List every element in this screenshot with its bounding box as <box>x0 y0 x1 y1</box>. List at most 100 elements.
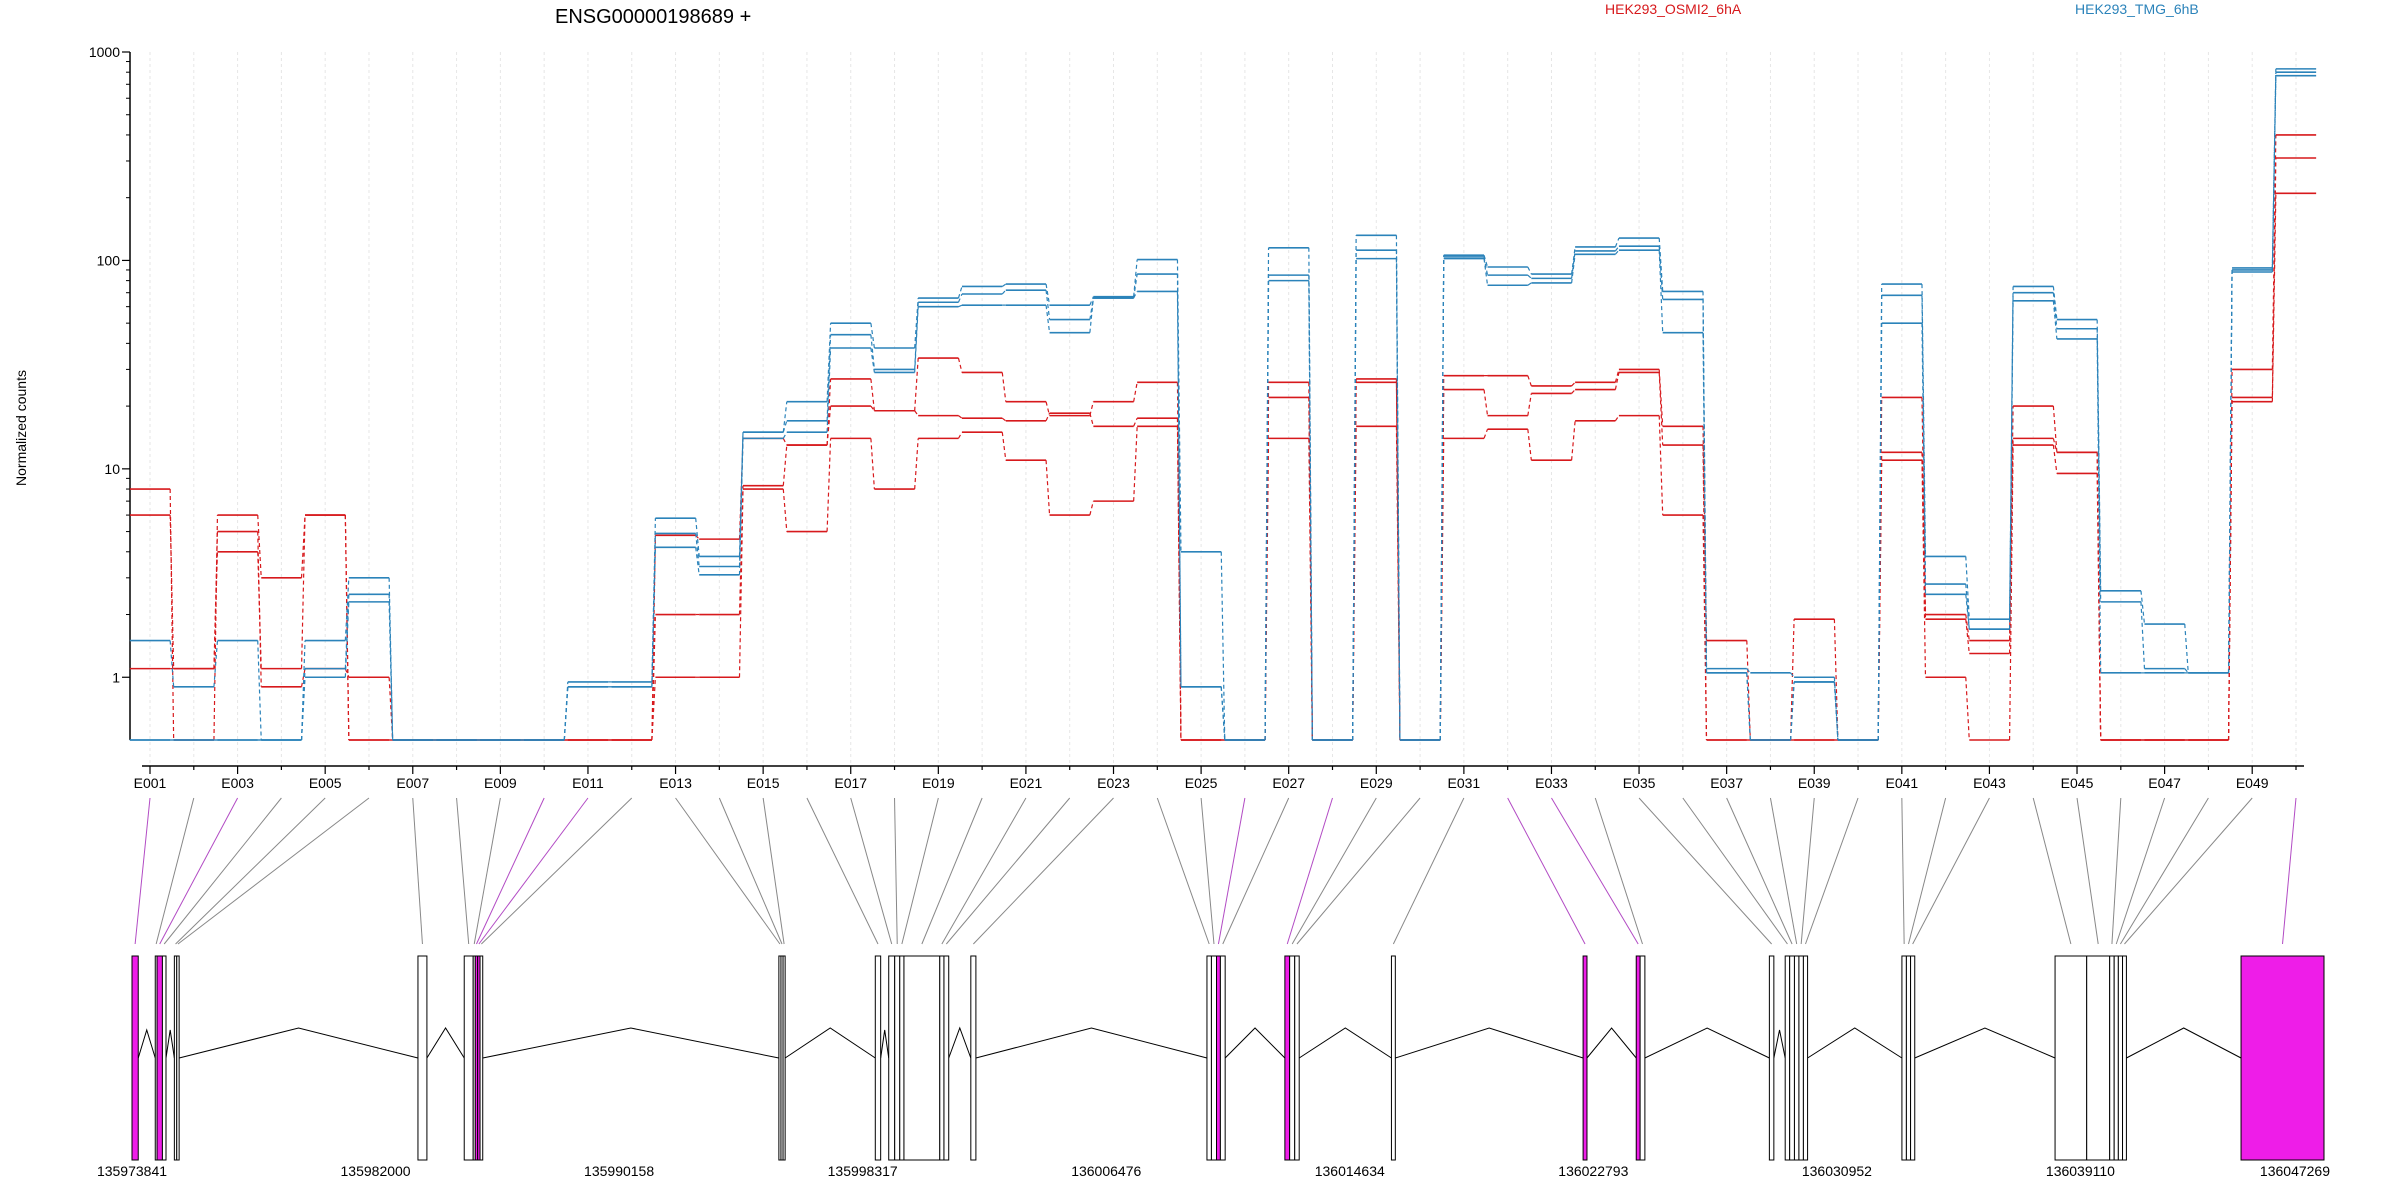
exon-connector-e004 <box>163 797 282 945</box>
exon-box-e006 <box>176 955 180 1161</box>
exon-connector-e024 <box>1156 797 1210 945</box>
exon-box-e039 <box>1798 955 1804 1161</box>
x-axis: E001 E003 E005 E007 E009 E011 E013 E015 E017 E019… <box>134 765 2304 791</box>
exon-box-e048 <box>2117 955 2124 1161</box>
x-tick-label-e001: E001 <box>134 775 167 791</box>
exon-connector-e021 <box>941 797 1027 945</box>
x-tick-label-e049: E049 <box>2236 775 2269 791</box>
genomic-tick-label: 135990158 <box>584 1163 654 1179</box>
exon-box-e027 <box>1219 955 1226 1161</box>
x-tick-label-e027: E027 <box>1272 775 1305 791</box>
chart-title: ENSG00000198689 + <box>555 6 751 28</box>
exon-box-e023 <box>970 955 977 1161</box>
exon-connector-e027 <box>1222 797 1290 945</box>
exon-box-e028 <box>1284 955 1291 1161</box>
x-tick-label-e017: E017 <box>834 775 867 791</box>
exon-connector-e040 <box>1805 797 1859 945</box>
exon-box-e003 <box>156 955 163 1161</box>
exon-connector-e022 <box>945 797 1071 945</box>
y-tick-label: 100 <box>97 252 121 268</box>
intron-16 <box>880 1029 890 1059</box>
intron-32 <box>1586 1027 1637 1059</box>
gene-model <box>131 955 2325 1161</box>
x-tick-label-e035: E035 <box>1623 775 1656 791</box>
x-tick-label-e015: E015 <box>747 775 780 791</box>
genomic-tick-label: 135998317 <box>828 1163 898 1179</box>
series-3 <box>129 68 2317 741</box>
exon-connector-e006 <box>177 797 370 945</box>
exon-box-e008 <box>463 955 474 1161</box>
exon-connector-e030 <box>1296 797 1421 945</box>
exon-box-e012 <box>479 955 484 1161</box>
intron-15 <box>784 1027 876 1059</box>
genomic-tick-label: 136039110 <box>2046 1163 2115 1179</box>
x-tick-label-e013: E013 <box>659 775 692 791</box>
exon-box-e031 <box>1390 955 1396 1161</box>
exon-box-e036 <box>1784 955 1791 1161</box>
intron-7 <box>426 1027 465 1059</box>
x-tick-label-e043: E043 <box>1973 775 2006 791</box>
x-tick-label-e011: E011 <box>572 775 604 791</box>
exon-connector-e020 <box>921 797 983 945</box>
genomic-tick-label: 136030952 <box>1802 1163 1872 1179</box>
x-tick-label-e039: E039 <box>1798 775 1831 791</box>
series-connector <box>169 134 2277 741</box>
exon-box-e022 <box>943 955 950 1161</box>
genomic-tick-label: 135973841 <box>97 1163 167 1179</box>
exon-connector-e041 <box>1901 797 1905 945</box>
y-tick-label: 10 <box>104 461 120 477</box>
exon-connector-e023 <box>972 797 1114 945</box>
x-tick-label-e031: E031 <box>1448 775 1481 791</box>
exon-box-e029 <box>1289 955 1296 1161</box>
intron-31 <box>1395 1027 1584 1059</box>
exon-box-e025 <box>1210 955 1218 1161</box>
exon-box-e047 <box>2113 955 2119 1161</box>
exon-connector-e025 <box>1200 797 1215 945</box>
exon-box-e015 <box>782 955 786 1161</box>
intron-43 <box>1914 1027 2056 1059</box>
y-axis-title: Normalized counts <box>13 370 29 486</box>
exon-connector-e039 <box>1800 797 1815 945</box>
exon-box-e046 <box>2109 955 2115 1161</box>
exon-box-e026 <box>1216 955 1221 1161</box>
exon-connector-e047 <box>2115 797 2166 945</box>
exon-box-e049 <box>2122 955 2127 1161</box>
exon-box-e040 <box>1802 955 1809 1161</box>
x-tick-label-e025: E025 <box>1185 775 1218 791</box>
exon-connector-e045 <box>2076 797 2099 945</box>
exon-box-e018 <box>894 955 901 1161</box>
exon-connector-e014 <box>718 797 783 945</box>
y-tick-label: 1 <box>112 669 120 685</box>
intron-23 <box>975 1027 1208 1059</box>
exon-connector-e013 <box>675 797 781 945</box>
exon-box-e004 <box>161 955 167 1161</box>
series-0 <box>129 134 2317 741</box>
intron-4 <box>165 1029 175 1059</box>
exon-box-e024 <box>1206 955 1212 1161</box>
exon-connector-e009 <box>473 797 501 945</box>
exon-connector-e002 <box>155 797 195 945</box>
exon-box-e044 <box>2054 955 2088 1161</box>
intron-27 <box>1224 1027 1286 1059</box>
series-connector <box>169 68 2277 741</box>
intron-1 <box>137 1028 156 1059</box>
exon-connector-e034 <box>1594 797 1643 945</box>
exon-connector-e037 <box>1726 797 1793 945</box>
exon-connector-e018 <box>894 797 898 945</box>
exon-box-e032 <box>1582 955 1588 1161</box>
x-tick-label-e007: E007 <box>396 775 429 791</box>
exon-box-e007 <box>417 955 428 1161</box>
legend-entry-osmi2: HEK293_OSMI2_6hA <box>1605 1 1742 17</box>
genomic-tick-label: 136047269 <box>2260 1163 2330 1179</box>
exon-connector-e043 <box>1912 797 1990 945</box>
y-tick-label: 1000 <box>89 44 120 60</box>
intron-6 <box>179 1027 419 1059</box>
exon-box-e019 <box>899 955 905 1161</box>
x-tick-label-e005: E005 <box>309 775 342 791</box>
x-tick-label-e023: E023 <box>1097 775 1130 791</box>
x-tick-label-e047: E047 <box>2148 775 2181 791</box>
exon-connector-e036 <box>1682 797 1788 945</box>
exon-connector-e028 <box>1286 797 1333 945</box>
exon-box-e034 <box>1639 955 1646 1161</box>
